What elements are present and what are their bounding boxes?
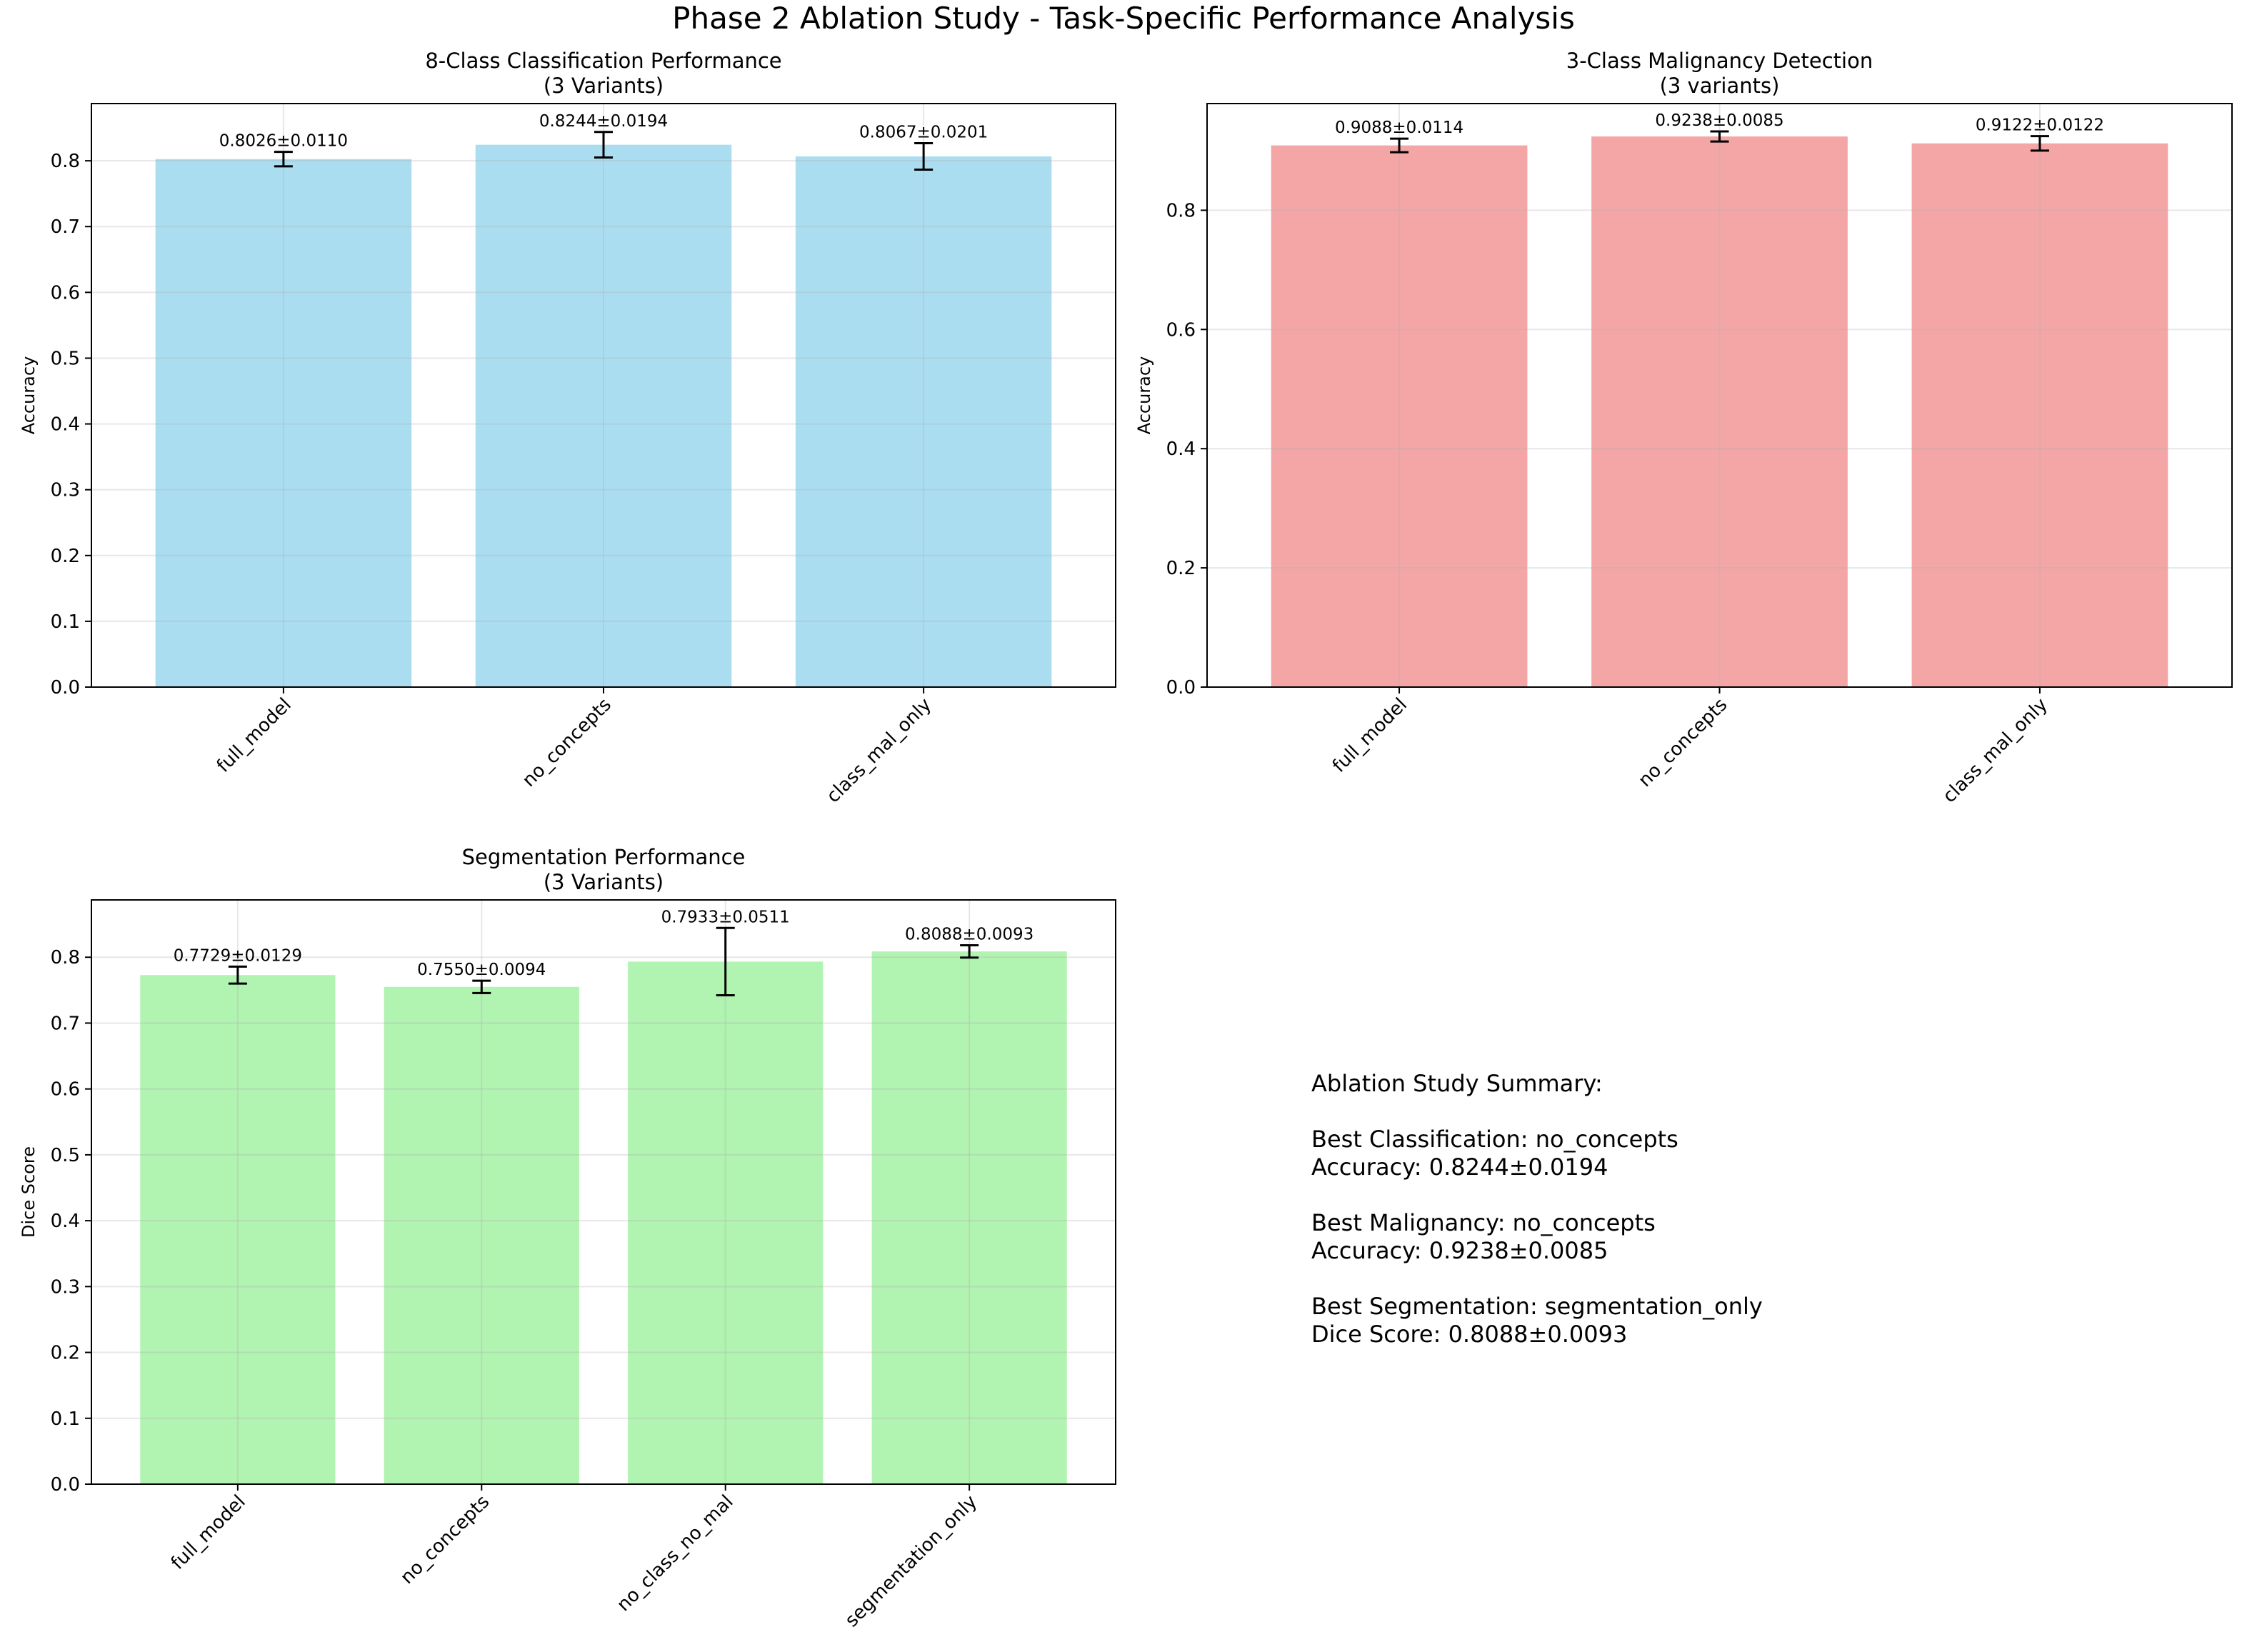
y-tick-label: 0.7 (51, 216, 80, 238)
y-tick-label: 0.3 (51, 1276, 80, 1298)
axes-frame (1206, 103, 2233, 688)
x-tick-label-no_concepts: no_concepts (519, 694, 616, 791)
y-tick-label: 0.6 (1166, 319, 1196, 341)
chart-title: 8-Class Classification Performance (425, 49, 781, 73)
chart-title: 3-Class Malignancy Detection (1566, 49, 1873, 73)
axes-frame (91, 103, 1116, 688)
value-label-full_model: 0.9088±0.0114 (1335, 119, 1463, 137)
x-tick-label-no_concepts: no_concepts (1634, 694, 1731, 791)
value-label-segmentation_only: 0.8088±0.0093 (905, 926, 1034, 944)
bar-full_model (155, 159, 412, 687)
y-tick-label: 0.1 (51, 1408, 80, 1430)
y-tick-label: 0.8 (51, 947, 80, 968)
summary-heading: Ablation Study Summary: (1311, 1070, 1603, 1097)
value-label-class_mal_only: 0.9122±0.0122 (1976, 116, 2104, 135)
x-tick-label-full_model: full_model (213, 694, 296, 777)
figure-suptitle: Phase 2 Ablation Study - Task-Specific P… (672, 1, 1575, 36)
chart-title: Segmentation Performance (462, 845, 746, 869)
y-tick-label: 0.2 (1166, 558, 1196, 579)
x-tick-label-class_mal_only: class_mal_only (823, 694, 936, 807)
value-label-no_concepts: 0.7550±0.0094 (417, 961, 546, 979)
bar-full_model (1271, 145, 1528, 687)
y-tick-label: 0.4 (51, 1211, 80, 1232)
axes-frame (91, 899, 1116, 1485)
y-tick-label: 0.5 (51, 1145, 80, 1166)
y-tick-label: 0.4 (1166, 439, 1196, 460)
value-label-class_mal_only: 0.8067±0.0201 (859, 123, 988, 141)
x-tick-label-class_mal_only: class_mal_only (1938, 694, 2051, 807)
bar-class_mal_only (1911, 143, 2168, 687)
summary-malignancy-score: Accuracy: 0.9238±0.0085 (1311, 1237, 1608, 1264)
y-tick-label: 0.5 (51, 348, 80, 369)
bar-segmentation_only (871, 951, 1067, 1484)
y-tick-label: 0.2 (51, 1343, 80, 1364)
summary-segmentation-score: Dice Score: 0.8088±0.0093 (1311, 1321, 1628, 1348)
x-tick-label-segmentation_only: segmentation_only (841, 1491, 981, 1631)
bar-no_concepts (475, 144, 732, 687)
y-tick-label: 0.8 (1166, 200, 1196, 221)
y-tick-label: 0.7 (51, 1013, 80, 1034)
chart-subtitle: (3 Variants) (544, 870, 664, 894)
y-axis-label: Accuracy (1134, 356, 1154, 435)
y-tick-label: 0.0 (1166, 677, 1196, 699)
summary-best-classification: Best Classification: no_concepts (1311, 1126, 1678, 1153)
summary-best-malignancy: Best Malignancy: no_concepts (1311, 1209, 1656, 1236)
value-label-no_class_no_mal: 0.7933±0.0511 (661, 908, 790, 926)
x-tick-label-no_class_no_mal: no_class_no_mal (613, 1491, 738, 1616)
chart-subtitle: (3 variants) (1660, 74, 1780, 98)
ablation-summary: Ablation Study Summary: Best Classificat… (1311, 1070, 2133, 1348)
x-tick-label-full_model: full_model (1328, 694, 1411, 777)
x-tick-label-no_concepts: no_concepts (396, 1491, 494, 1588)
y-tick-label: 0.2 (51, 546, 80, 567)
bar-no_concepts (384, 986, 579, 1484)
segmentation-chart: Segmentation Performance(3 Variants) Dice… (19, 845, 1116, 1631)
y-tick-label: 0.0 (51, 1474, 80, 1496)
bar-no_class_no_mal (628, 961, 824, 1484)
summary-classification-score: Accuracy: 0.8244±0.0194 (1311, 1153, 1608, 1181)
y-tick-label: 0.4 (51, 414, 80, 436)
chart-subtitle: (3 Variants) (544, 74, 664, 98)
y-tick-label: 0.1 (51, 611, 80, 633)
value-label-no_concepts: 0.9238±0.0085 (1655, 111, 1783, 130)
x-tick-label-full_model: full_model (167, 1491, 250, 1574)
value-label-full_model: 0.7729±0.0129 (174, 946, 302, 965)
bar-class_mal_only (795, 156, 1052, 688)
y-tick-label: 0.8 (51, 151, 80, 172)
value-label-full_model: 0.8026±0.0110 (219, 132, 348, 151)
value-label-no_concepts: 0.8244±0.0194 (539, 112, 668, 131)
y-tick-label: 0.0 (51, 677, 80, 699)
malignancy-chart: 3-Class Malignancy Detection(3 variants)… (1134, 49, 2233, 807)
y-axis-label: Accuracy (19, 356, 39, 435)
classification-chart: 8-Class Classification Performance(3 Var… (19, 49, 1116, 807)
bar-no_concepts (1591, 136, 1848, 687)
bar-full_model (140, 975, 336, 1484)
summary-best-segmentation: Best Segmentation: segmentation_only (1311, 1293, 1763, 1320)
y-tick-label: 0.3 (51, 480, 80, 501)
y-tick-label: 0.6 (51, 1079, 80, 1101)
y-tick-label: 0.6 (51, 282, 80, 304)
y-axis-label: Dice Score (19, 1146, 39, 1238)
